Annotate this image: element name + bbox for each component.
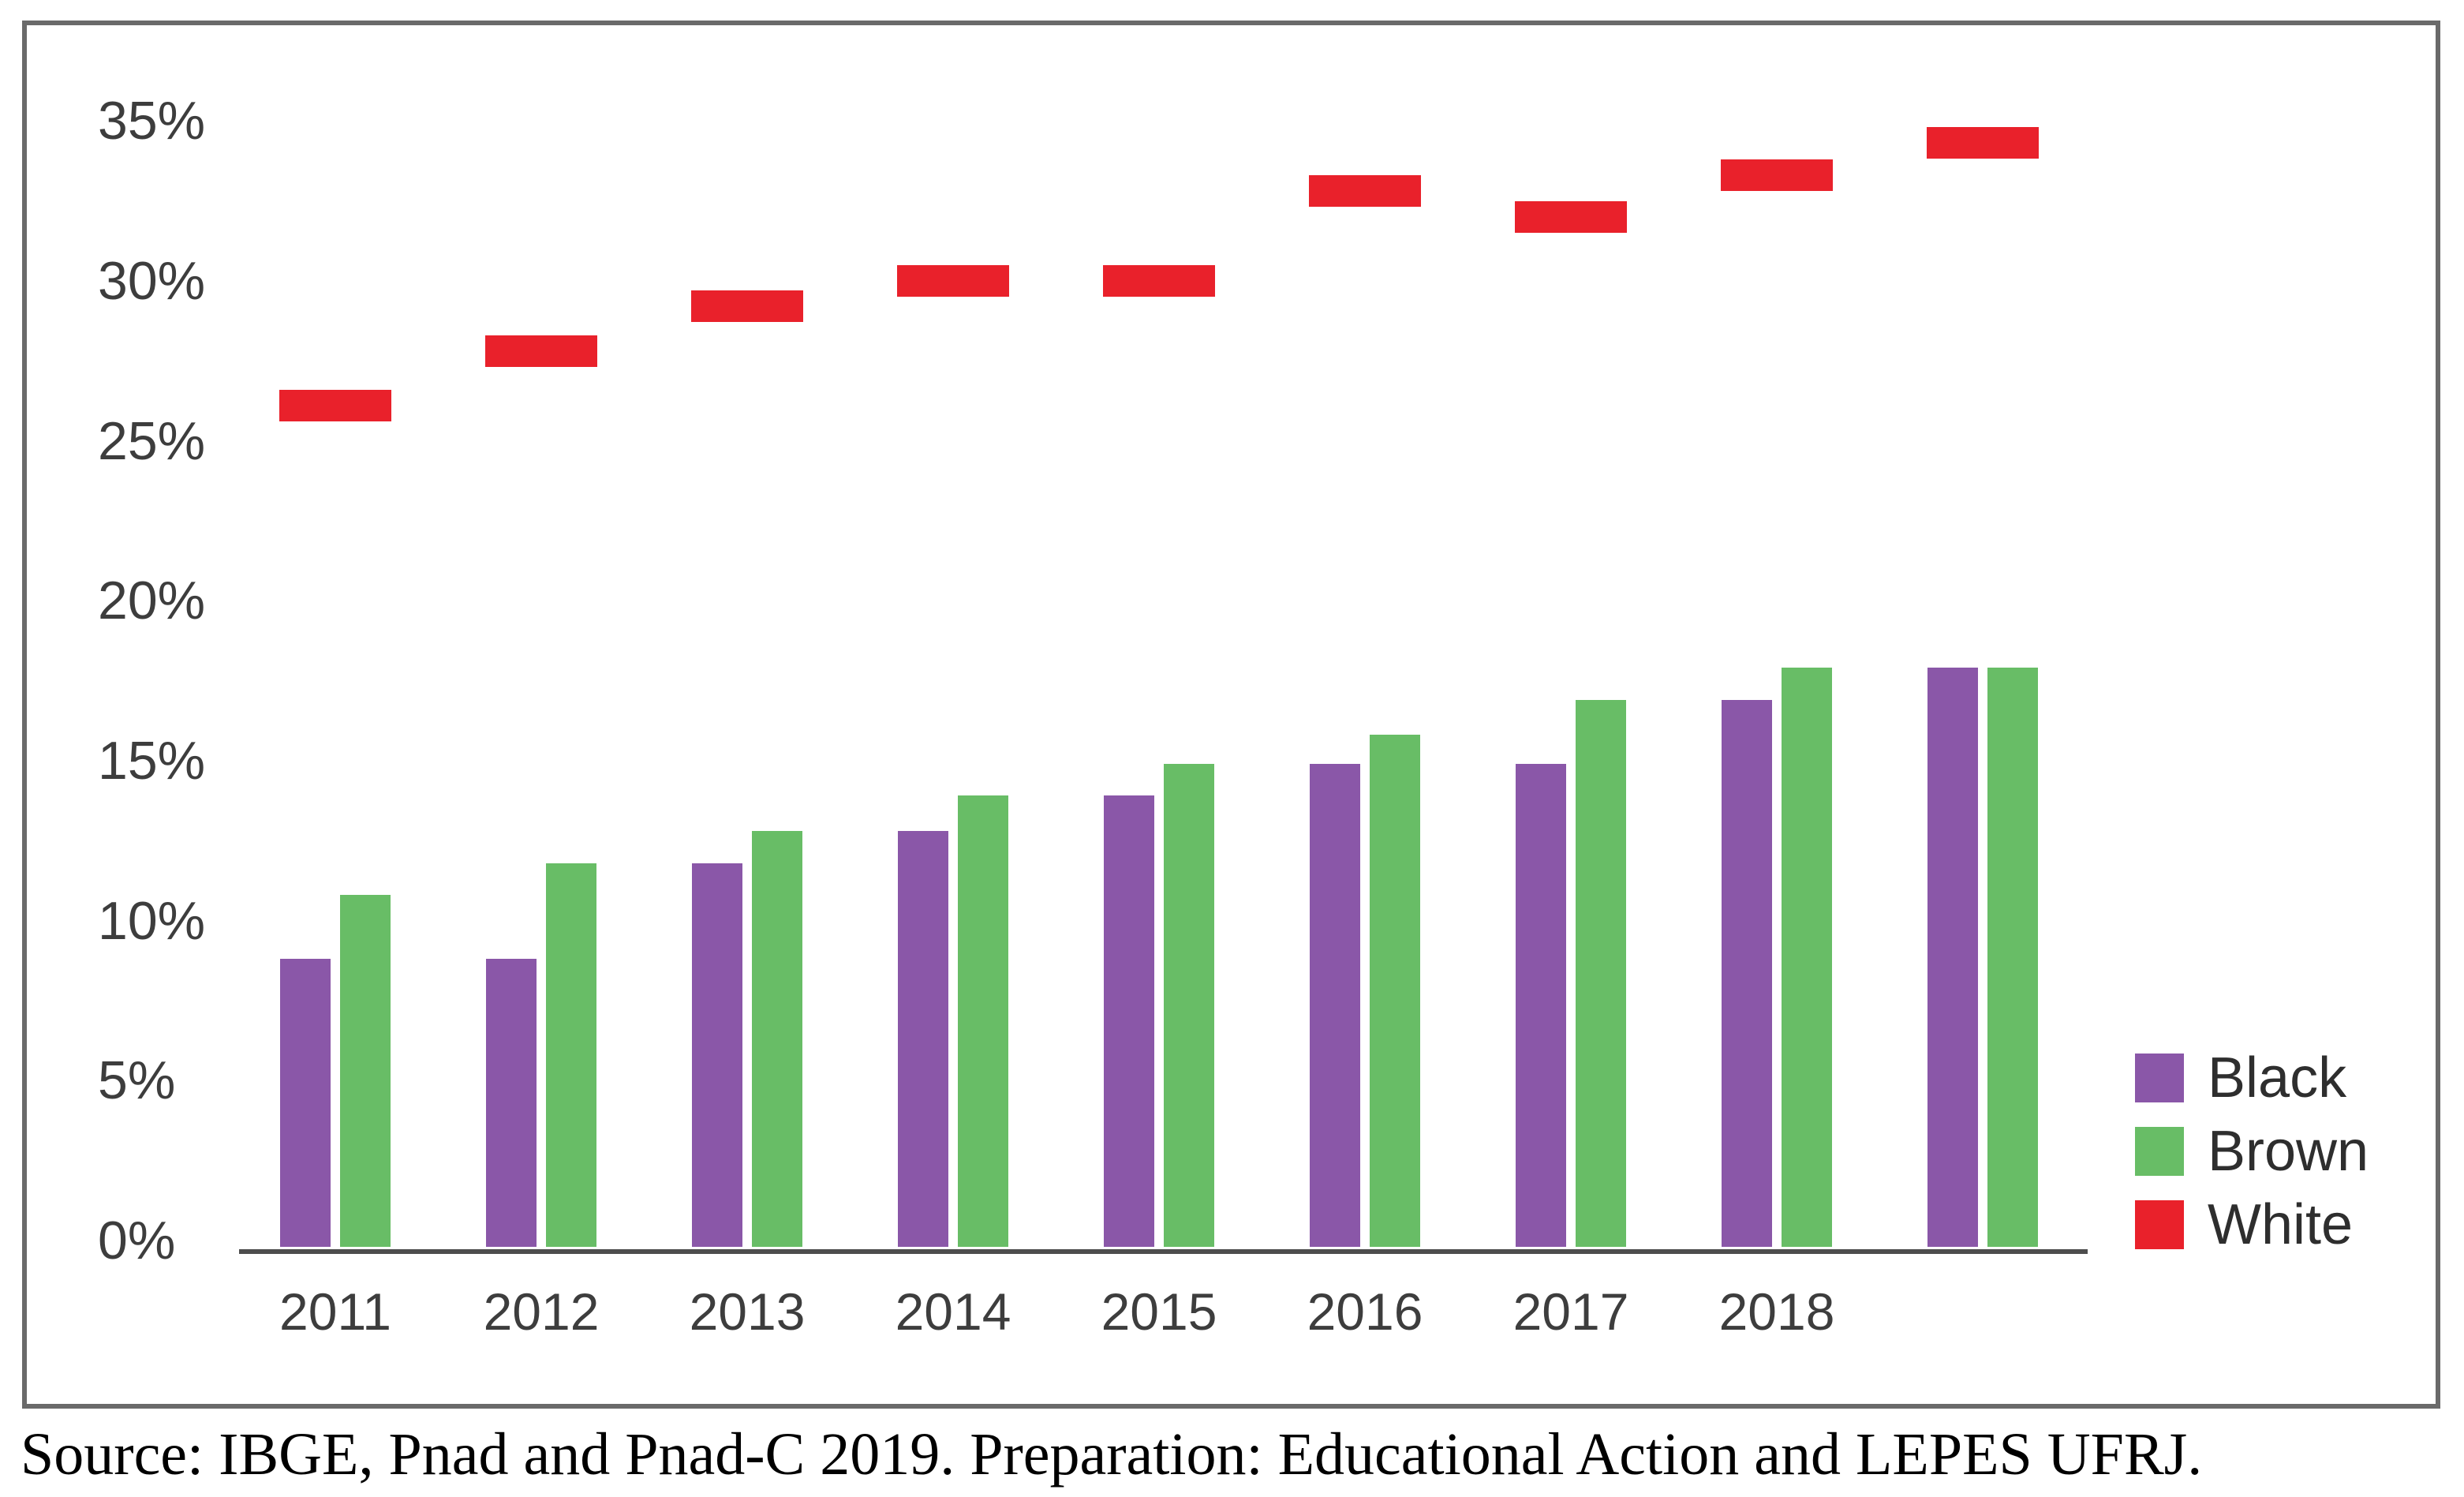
bar-black bbox=[898, 831, 948, 1247]
bar-black bbox=[1722, 699, 1772, 1247]
x-tick-label: 2014 bbox=[895, 1282, 1011, 1341]
y-tick-label: 25% bbox=[98, 410, 206, 471]
bar-black bbox=[280, 959, 331, 1247]
bar-black bbox=[486, 959, 537, 1247]
x-tick-label: 2013 bbox=[689, 1282, 806, 1341]
y-tick-label: 35% bbox=[98, 91, 206, 152]
bar-brown bbox=[1370, 735, 1420, 1247]
white-series-swatch-icon bbox=[2135, 1199, 2184, 1249]
white-dash-marker bbox=[1515, 200, 1627, 233]
legend-label-black: Black bbox=[2208, 1046, 2347, 1110]
legend-item-brown: Brown bbox=[2135, 1114, 2369, 1188]
white-dash-marker bbox=[691, 290, 803, 323]
white-dash-marker bbox=[1721, 159, 1833, 192]
source-note: Source: IBGE, Pnad and Pnad-C 2019. Prep… bbox=[21, 1421, 2203, 1488]
legend-item-white: White bbox=[2135, 1188, 2369, 1261]
bar-black bbox=[1927, 668, 1978, 1247]
bar-brown bbox=[1782, 668, 1832, 1247]
x-tick-label: 2016 bbox=[1307, 1282, 1423, 1341]
brown-series-swatch-icon bbox=[2135, 1126, 2184, 1176]
bar-black bbox=[1310, 763, 1360, 1247]
y-tick-label: 10% bbox=[98, 890, 206, 951]
bar-black bbox=[1104, 795, 1154, 1247]
x-tick-label: 2017 bbox=[1512, 1282, 1629, 1341]
white-dash-marker bbox=[1309, 175, 1421, 208]
y-tick-label: 20% bbox=[98, 571, 206, 631]
black-series-swatch-icon bbox=[2135, 1053, 2184, 1102]
y-tick-label: 5% bbox=[98, 1050, 176, 1111]
x-tick-label: 2015 bbox=[1101, 1282, 1217, 1341]
y-tick-label: 0% bbox=[98, 1211, 176, 1271]
bar-brown bbox=[1987, 668, 2038, 1247]
bar-brown bbox=[1576, 699, 1626, 1247]
bar-brown bbox=[958, 795, 1008, 1247]
bar-brown bbox=[546, 863, 596, 1247]
white-dash-marker bbox=[1927, 127, 2039, 159]
white-dash-marker bbox=[1103, 264, 1215, 297]
bar-brown bbox=[752, 831, 802, 1247]
white-dash-marker bbox=[279, 389, 391, 421]
x-tick-label: 2011 bbox=[279, 1282, 391, 1341]
bar-brown bbox=[340, 895, 391, 1247]
y-tick-label: 15% bbox=[98, 730, 206, 791]
x-tick-label: 2018 bbox=[1718, 1282, 1835, 1341]
x-tick-label: 2012 bbox=[483, 1282, 600, 1341]
legend: Black Brown White bbox=[2135, 1041, 2369, 1261]
legend-label-brown: Brown bbox=[2208, 1119, 2369, 1183]
x-axis-line bbox=[239, 1249, 2088, 1254]
bar-black bbox=[1516, 763, 1566, 1247]
y-tick-label: 30% bbox=[98, 250, 206, 311]
legend-item-black: Black bbox=[2135, 1041, 2369, 1114]
bar-black bbox=[692, 863, 742, 1247]
legend-label-white: White bbox=[2208, 1192, 2354, 1256]
white-dash-marker bbox=[485, 335, 597, 367]
white-dash-marker bbox=[897, 264, 1009, 297]
bar-brown bbox=[1164, 763, 1214, 1247]
